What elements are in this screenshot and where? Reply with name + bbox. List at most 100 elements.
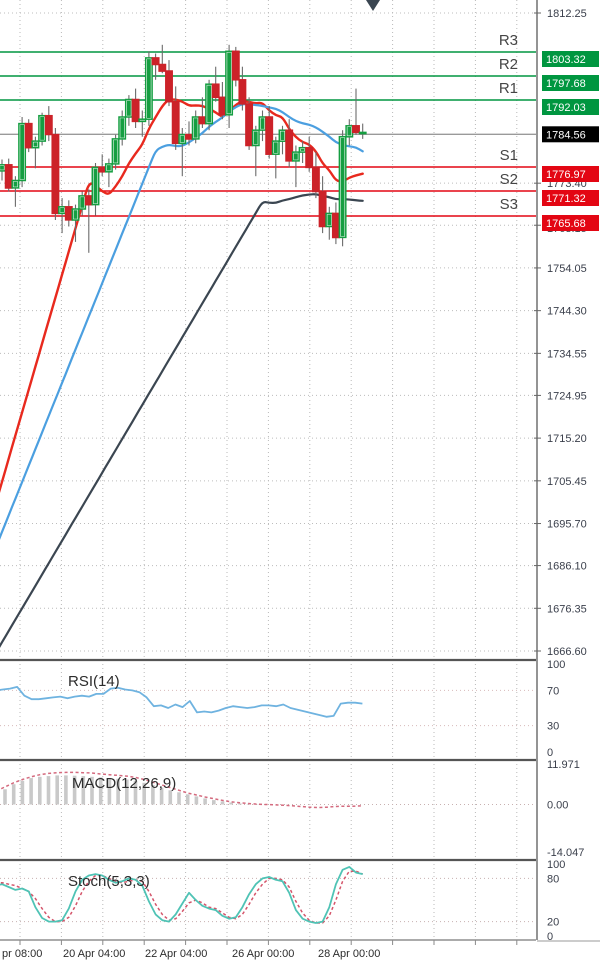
candle[interactable]	[352, 88, 360, 135]
rsi-title: RSI(14)	[68, 673, 120, 690]
macd-panel-group: MACD(12,26,9) 11.971 0.00 -14.047	[0, 759, 584, 859]
pivot-tag-r2-text: 1797.68	[546, 78, 586, 90]
pivot-tag-s1-text: 1776.97	[546, 169, 586, 181]
rsi-panel-group: RSI(14) 100 70 30 0	[0, 659, 565, 759]
candle-body	[331, 212, 340, 239]
axis-corner-fill	[538, 941, 600, 971]
pivot-label-r2: R2	[499, 56, 518, 73]
candle[interactable]	[111, 134, 120, 170]
candle[interactable]	[71, 204, 80, 242]
candle[interactable]	[285, 119, 294, 168]
candle[interactable]	[4, 158, 13, 192]
candle[interactable]	[271, 136, 280, 179]
time-axis-label: 20 Apr 04:00	[63, 948, 125, 960]
pivot-label-r3: R3	[499, 32, 518, 49]
candle-body-fill	[347, 127, 352, 136]
time-axis-label: pr 08:00	[2, 948, 42, 960]
candle-body-fill	[193, 118, 198, 138]
stoch-title: Stoch(5,3,3)	[68, 873, 150, 890]
candle-body-fill	[107, 165, 111, 171]
candle[interactable]	[211, 66, 220, 102]
candle[interactable]	[225, 44, 234, 128]
candle-body	[24, 122, 33, 149]
candle[interactable]	[231, 46, 240, 87]
stoch-scale-label: 20	[547, 917, 559, 929]
candle-body-fill	[20, 124, 24, 180]
candle-body-fill	[207, 85, 211, 123]
candle-body-fill	[340, 137, 345, 237]
candle[interactable]	[238, 66, 247, 111]
candle[interactable]	[104, 158, 113, 188]
candle[interactable]	[151, 53, 160, 80]
candle[interactable]	[318, 176, 327, 234]
price-tick-label: 1695.70	[547, 519, 587, 531]
candle[interactable]	[24, 119, 33, 153]
time-axis-label: 28 Apr 00:00	[318, 948, 380, 960]
candle[interactable]	[51, 128, 60, 220]
stoch-scale-label: 80	[547, 873, 559, 885]
candle[interactable]	[338, 130, 347, 247]
stoch-panel-group: Stoch(5,3,3) 100 80 20 0	[0, 859, 565, 943]
candle[interactable]	[144, 51, 153, 126]
candle[interactable]	[31, 136, 40, 169]
current-price-tag[interactable]: 1784.56	[542, 126, 599, 143]
price-tick-label: 1754.05	[547, 263, 587, 275]
candle[interactable]	[18, 117, 27, 188]
candle-body-fill	[40, 116, 44, 140]
candle-body-fill	[0, 166, 4, 170]
candle-body-fill	[120, 118, 125, 138]
pivot-lines-group: R3 R2 R1 S1 S2 S3	[0, 32, 536, 217]
time-axis-label: 26 Apr 00:00	[232, 948, 294, 960]
candle-body	[138, 118, 147, 123]
candle-body-fill	[327, 214, 332, 226]
candle-body-fill	[147, 59, 151, 118]
pivot-tag-s1[interactable]: 1776.97	[542, 166, 599, 182]
candle[interactable]	[291, 145, 300, 188]
pivot-tag-r3[interactable]: 1803.32	[542, 51, 599, 67]
candle[interactable]	[251, 125, 260, 177]
pivot-tag-s2-text: 1771.32	[546, 193, 586, 205]
pivot-label-s2: S2	[500, 171, 518, 188]
candle[interactable]	[38, 112, 47, 146]
candle-body-fill	[294, 153, 298, 160]
candle-body-fill	[113, 140, 118, 163]
candle-body-fill	[227, 52, 231, 114]
candle[interactable]	[158, 44, 167, 74]
ma-slow-line	[0, 193, 364, 648]
candle[interactable]	[311, 152, 320, 199]
candle[interactable]	[245, 97, 254, 150]
pivot-tag-s2[interactable]: 1771.32	[542, 190, 599, 206]
candle[interactable]	[11, 176, 20, 207]
candle-body-fill	[80, 197, 85, 208]
candle[interactable]	[44, 106, 53, 142]
candle[interactable]	[191, 110, 200, 144]
candle[interactable]	[118, 110, 127, 146]
macd-scale-label: 11.971	[547, 759, 580, 771]
pivot-tag-s3-text: 1765.68	[546, 218, 586, 230]
time-axis-labels: pr 08:00 20 Apr 04:00 22 Apr 04:00 26 Apr 0…	[2, 940, 518, 960]
candle[interactable]	[131, 88, 140, 128]
pivot-tag-s3[interactable]: 1765.68	[542, 215, 599, 231]
rsi-scale-label: 30	[547, 721, 559, 733]
candle[interactable]	[91, 163, 100, 216]
candle[interactable]	[138, 110, 147, 137]
current-price-tag-bg	[542, 126, 599, 143]
candle[interactable]	[305, 136, 314, 172]
candle[interactable]	[205, 79, 214, 131]
pivot-tag-r2[interactable]: 1797.68	[542, 75, 599, 91]
candle-body	[84, 195, 93, 206]
rsi-line	[0, 686, 363, 718]
pivot-tag-r3-text: 1803.32	[546, 54, 586, 66]
candle[interactable]	[165, 60, 173, 107]
candle[interactable]	[358, 123, 367, 139]
current-price-tag-text: 1784.56	[546, 129, 586, 141]
candle-body-fill	[60, 208, 64, 213]
pivot-tag-r1[interactable]: 1792.03	[542, 99, 599, 115]
candle[interactable]	[171, 86, 180, 150]
pivot-tag-r2-bg	[542, 75, 599, 91]
candle-body	[318, 190, 327, 228]
pivot-tag-s2-bg	[542, 190, 599, 206]
candle[interactable]	[265, 106, 274, 159]
